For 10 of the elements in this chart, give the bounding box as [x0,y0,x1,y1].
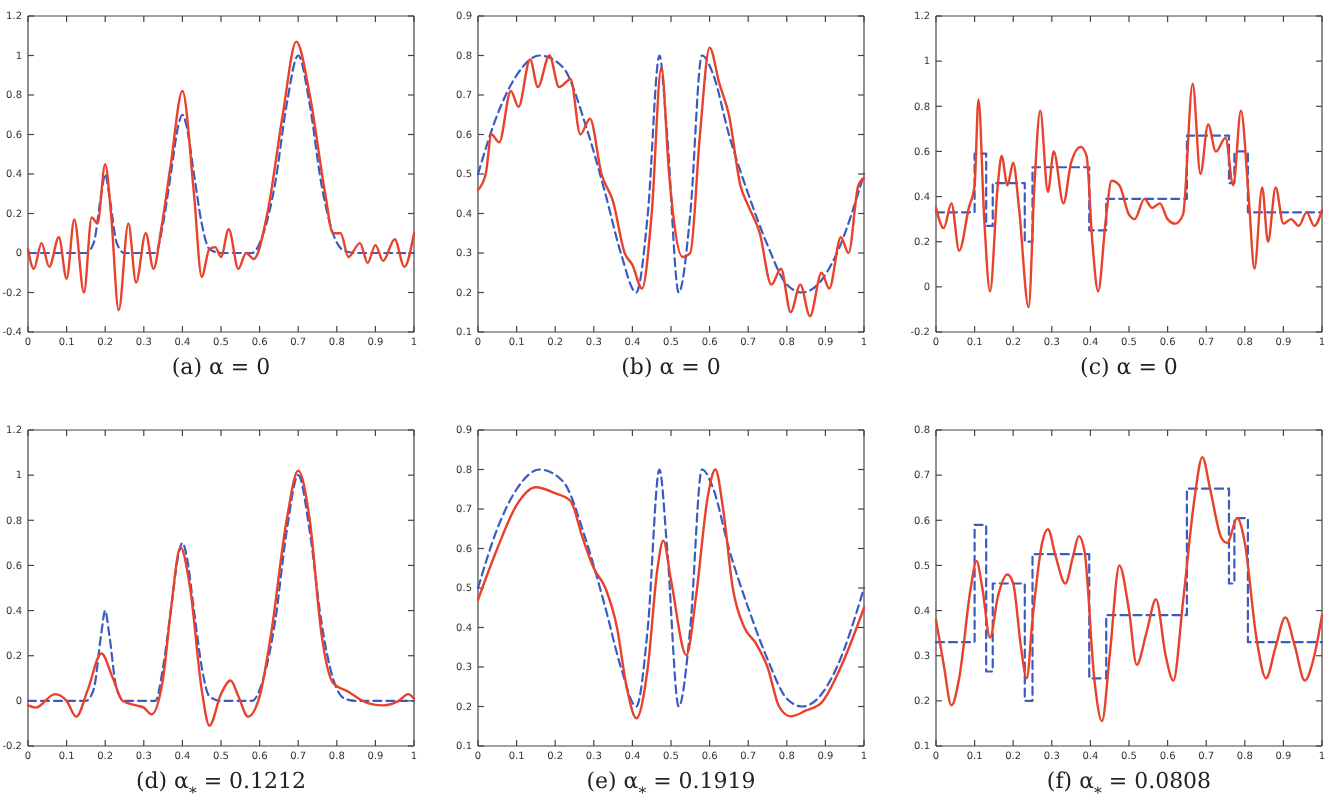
text: (e) α$_{*}$ = 0.1919 [586,768,756,801]
text: (f) α$_{*}$ = 0.0808 [1046,768,1212,801]
text: (d) α$_{*}$ = 0.1212 [135,768,307,801]
text: (c) α = 0 [1080,354,1178,380]
text: (b) α = 0 [621,354,721,380]
text: (a) α = 0 [171,354,271,380]
line-series [934,82,1324,309]
line-series [934,455,1324,723]
line-series [26,54,416,255]
line-series [26,40,416,312]
